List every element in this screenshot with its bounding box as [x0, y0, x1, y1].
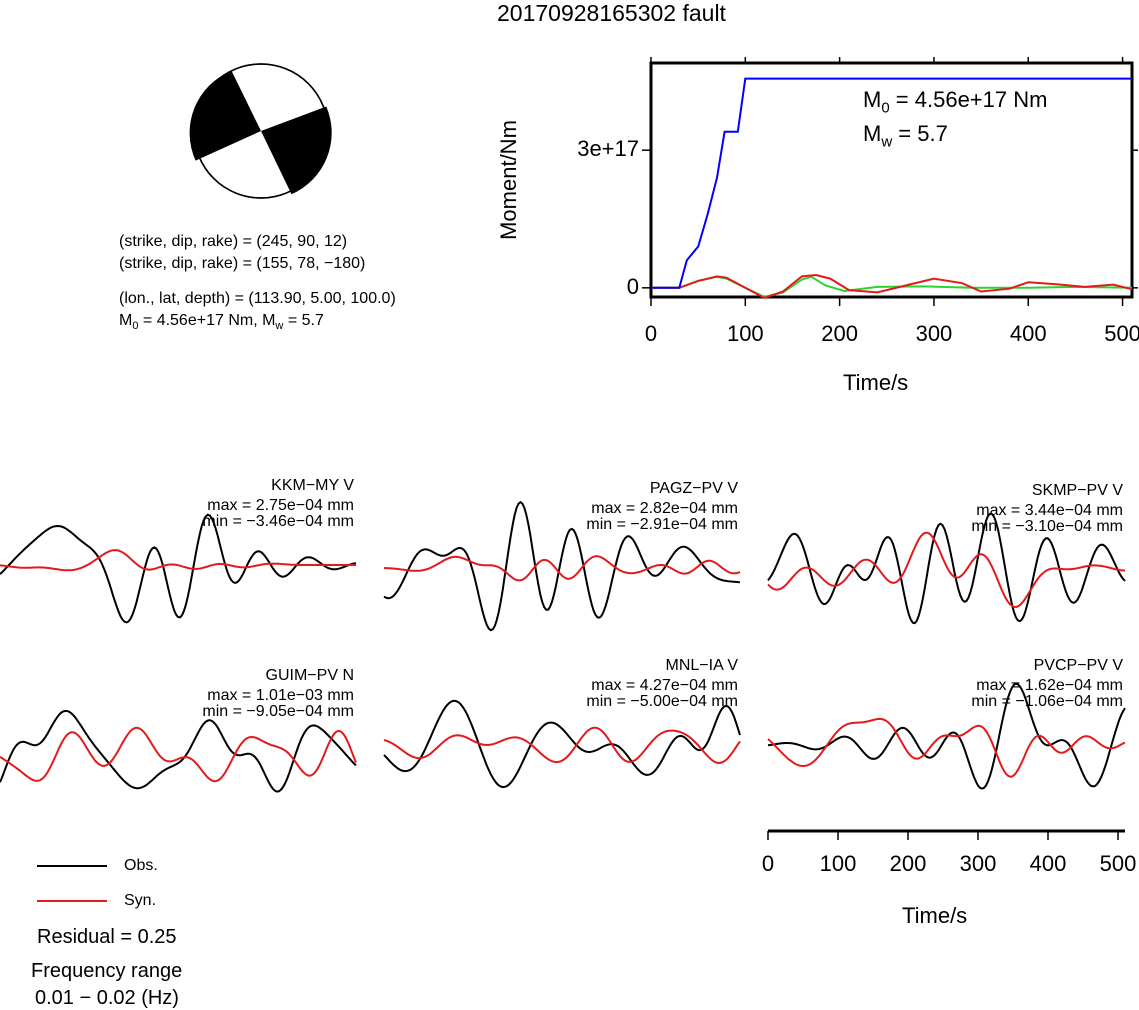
- moment-x-tick-label: 500: [1104, 321, 1139, 346]
- wave-x-label: Time/s: [902, 903, 968, 928]
- station-min: min = −1.06e−04 mm: [971, 693, 1123, 710]
- wave-x-tick-label: 200: [889, 851, 927, 876]
- station-name: KKM−MY V: [271, 477, 354, 494]
- station-max: max = 4.27e−04 mm: [591, 677, 738, 694]
- nodal-plane-2: (strike, dip, rake) = (155, 78, −180): [119, 255, 366, 272]
- waveform-panel-5: [767, 682, 1126, 790]
- location-depth: (lon., lat, depth) = (113.90, 5.00, 100.…: [119, 290, 396, 307]
- nodal-plane-1: (strike, dip, rake) = (245, 90, 12): [119, 233, 348, 250]
- residual-label: Residual = 0.25: [37, 926, 177, 948]
- frequency-range-value: 0.01 − 0.02 (Hz): [35, 987, 179, 1009]
- moment-plot-frame: [649, 61, 1134, 299]
- moment-annotation-m0: M0 = 4.56e+17 Nm: [863, 87, 1048, 117]
- synthetic-trace: [767, 531, 1126, 609]
- synthetic-trace: [0, 549, 356, 572]
- moment-y-tick-label: 0: [626, 273, 639, 299]
- moment-plot: [642, 57, 1138, 306]
- station-min: min = −5.00e−04 mm: [586, 693, 738, 710]
- figure-title: 20170928165302 fault: [497, 0, 726, 26]
- moment-y-label: Moment/Nm: [496, 120, 521, 240]
- station-max: max = 1.01e−03 mm: [207, 687, 354, 704]
- station-max: max = 2.82e−04 mm: [591, 500, 738, 517]
- observed-trace: [383, 500, 741, 632]
- station-name: PAGZ−PV V: [649, 480, 738, 497]
- waveform-time-axis: [767, 829, 1125, 840]
- observed-trace: [767, 512, 1126, 625]
- waveform-panel-2: [767, 512, 1126, 625]
- moment-y-tick-label: 3e+17: [577, 136, 639, 162]
- station-name: MNL−IA V: [665, 657, 738, 674]
- station-max: max = 3.44e−04 mm: [976, 502, 1123, 519]
- waveform-panel-3: [0, 709, 357, 793]
- wave-x-tick-label: 300: [959, 851, 997, 876]
- legend-syn-label: Syn.: [124, 892, 157, 909]
- observed-trace: [0, 709, 357, 793]
- wave-x-tick-label: 400: [1029, 851, 1067, 876]
- synthetic-trace: [383, 726, 741, 765]
- station-min: min = −9.05e−04 mm: [202, 703, 354, 720]
- wave-x-tick-label: 500: [1099, 851, 1137, 876]
- focal-mechanism-beachball: [189, 63, 332, 199]
- station-min: min = −2.91e−04 mm: [586, 516, 738, 533]
- moment-x-tick-label: 100: [726, 321, 764, 346]
- waveform-panel-1: [383, 500, 741, 632]
- moment-x-tick-label: 400: [1009, 321, 1047, 346]
- waveform-panels: [0, 500, 1126, 793]
- station-max: max = 1.62e−04 mm: [976, 677, 1123, 694]
- moment-x-tick-label: 200: [821, 321, 858, 346]
- moment-series-0: [651, 77, 1132, 289]
- station-name: SKMP−PV V: [1031, 482, 1123, 499]
- synthetic-trace: [383, 555, 741, 582]
- moment-x-tick-label: 300: [915, 321, 953, 346]
- station-name: GUIM−PV N: [265, 667, 354, 684]
- moment-series-2: [651, 275, 1133, 299]
- moment-magnitude-summary: M0 = 4.56e+17 Nm, Mw = 5.7: [119, 312, 324, 333]
- legend-obs-label: Obs.: [124, 857, 158, 874]
- wave-x-tick-label: 0: [761, 851, 775, 876]
- moment-x-label: Time/s: [843, 370, 909, 395]
- moment-annotation-mw: Mw = 5.7: [863, 121, 948, 151]
- synthetic-trace: [767, 717, 1126, 778]
- station-max: max = 2.75e−04 mm: [207, 497, 354, 514]
- station-name: PVCP−PV V: [1033, 657, 1123, 674]
- observed-trace: [383, 699, 741, 789]
- moment-x-tick-label: 0: [644, 321, 658, 346]
- frequency-range-label: Frequency range: [31, 960, 183, 982]
- waveform-panel-4: [383, 699, 741, 789]
- waveform-panel-0: [0, 513, 357, 624]
- moment-series-1: [651, 273, 1133, 299]
- wave-x-tick-label: 100: [819, 851, 857, 876]
- synthetic-trace: [0, 726, 357, 783]
- station-min: min = −3.10e−04 mm: [971, 518, 1123, 535]
- station-min: min = −3.46e−04 mm: [202, 513, 354, 530]
